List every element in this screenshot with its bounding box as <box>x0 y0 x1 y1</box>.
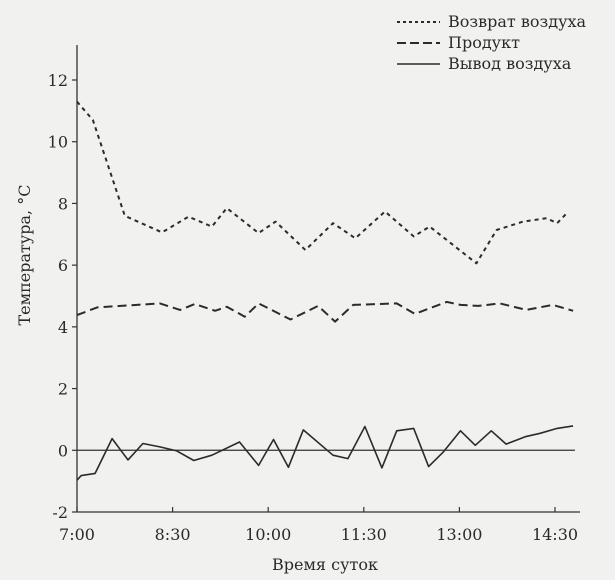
axes: -2 0 2 4 6 8 10 12 7:00 8:30 10:00 11:30 13:00 14:30 <box>48 45 580 544</box>
series-line-1 <box>76 100 568 265</box>
legend-label: Продукт <box>448 33 520 52</box>
series-lines <box>76 100 574 481</box>
x-tick-label: 14:30 <box>532 525 578 544</box>
y-axis-label: Температура, °C <box>15 185 34 326</box>
series-line-3 <box>76 425 574 481</box>
legend-label: Возврат воздуха <box>448 12 587 31</box>
x-axis-label: Время суток <box>272 555 378 574</box>
legend: Возврат воздуха Продукт Вывод воздуха <box>397 12 587 73</box>
legend-label: Вывод воздуха <box>448 54 572 73</box>
x-tick-label: 8:30 <box>155 525 191 544</box>
x-tick-label: 11:30 <box>341 525 387 544</box>
y-tick-label: 10 <box>48 133 68 152</box>
y-tick-label: -2 <box>52 503 68 522</box>
y-tick-label: 0 <box>58 441 68 460</box>
x-tick-label: 10:00 <box>245 525 291 544</box>
y-tick-label: 2 <box>58 380 68 399</box>
y-tick-label: 6 <box>58 256 68 275</box>
y-tick-label: 8 <box>58 194 68 213</box>
y-tick-label: 12 <box>48 71 68 90</box>
y-tick-label: 4 <box>58 318 68 337</box>
x-tick-label: 7:00 <box>59 525 95 544</box>
series-line-2 <box>76 300 574 323</box>
x-tick-label: 13:00 <box>436 525 482 544</box>
